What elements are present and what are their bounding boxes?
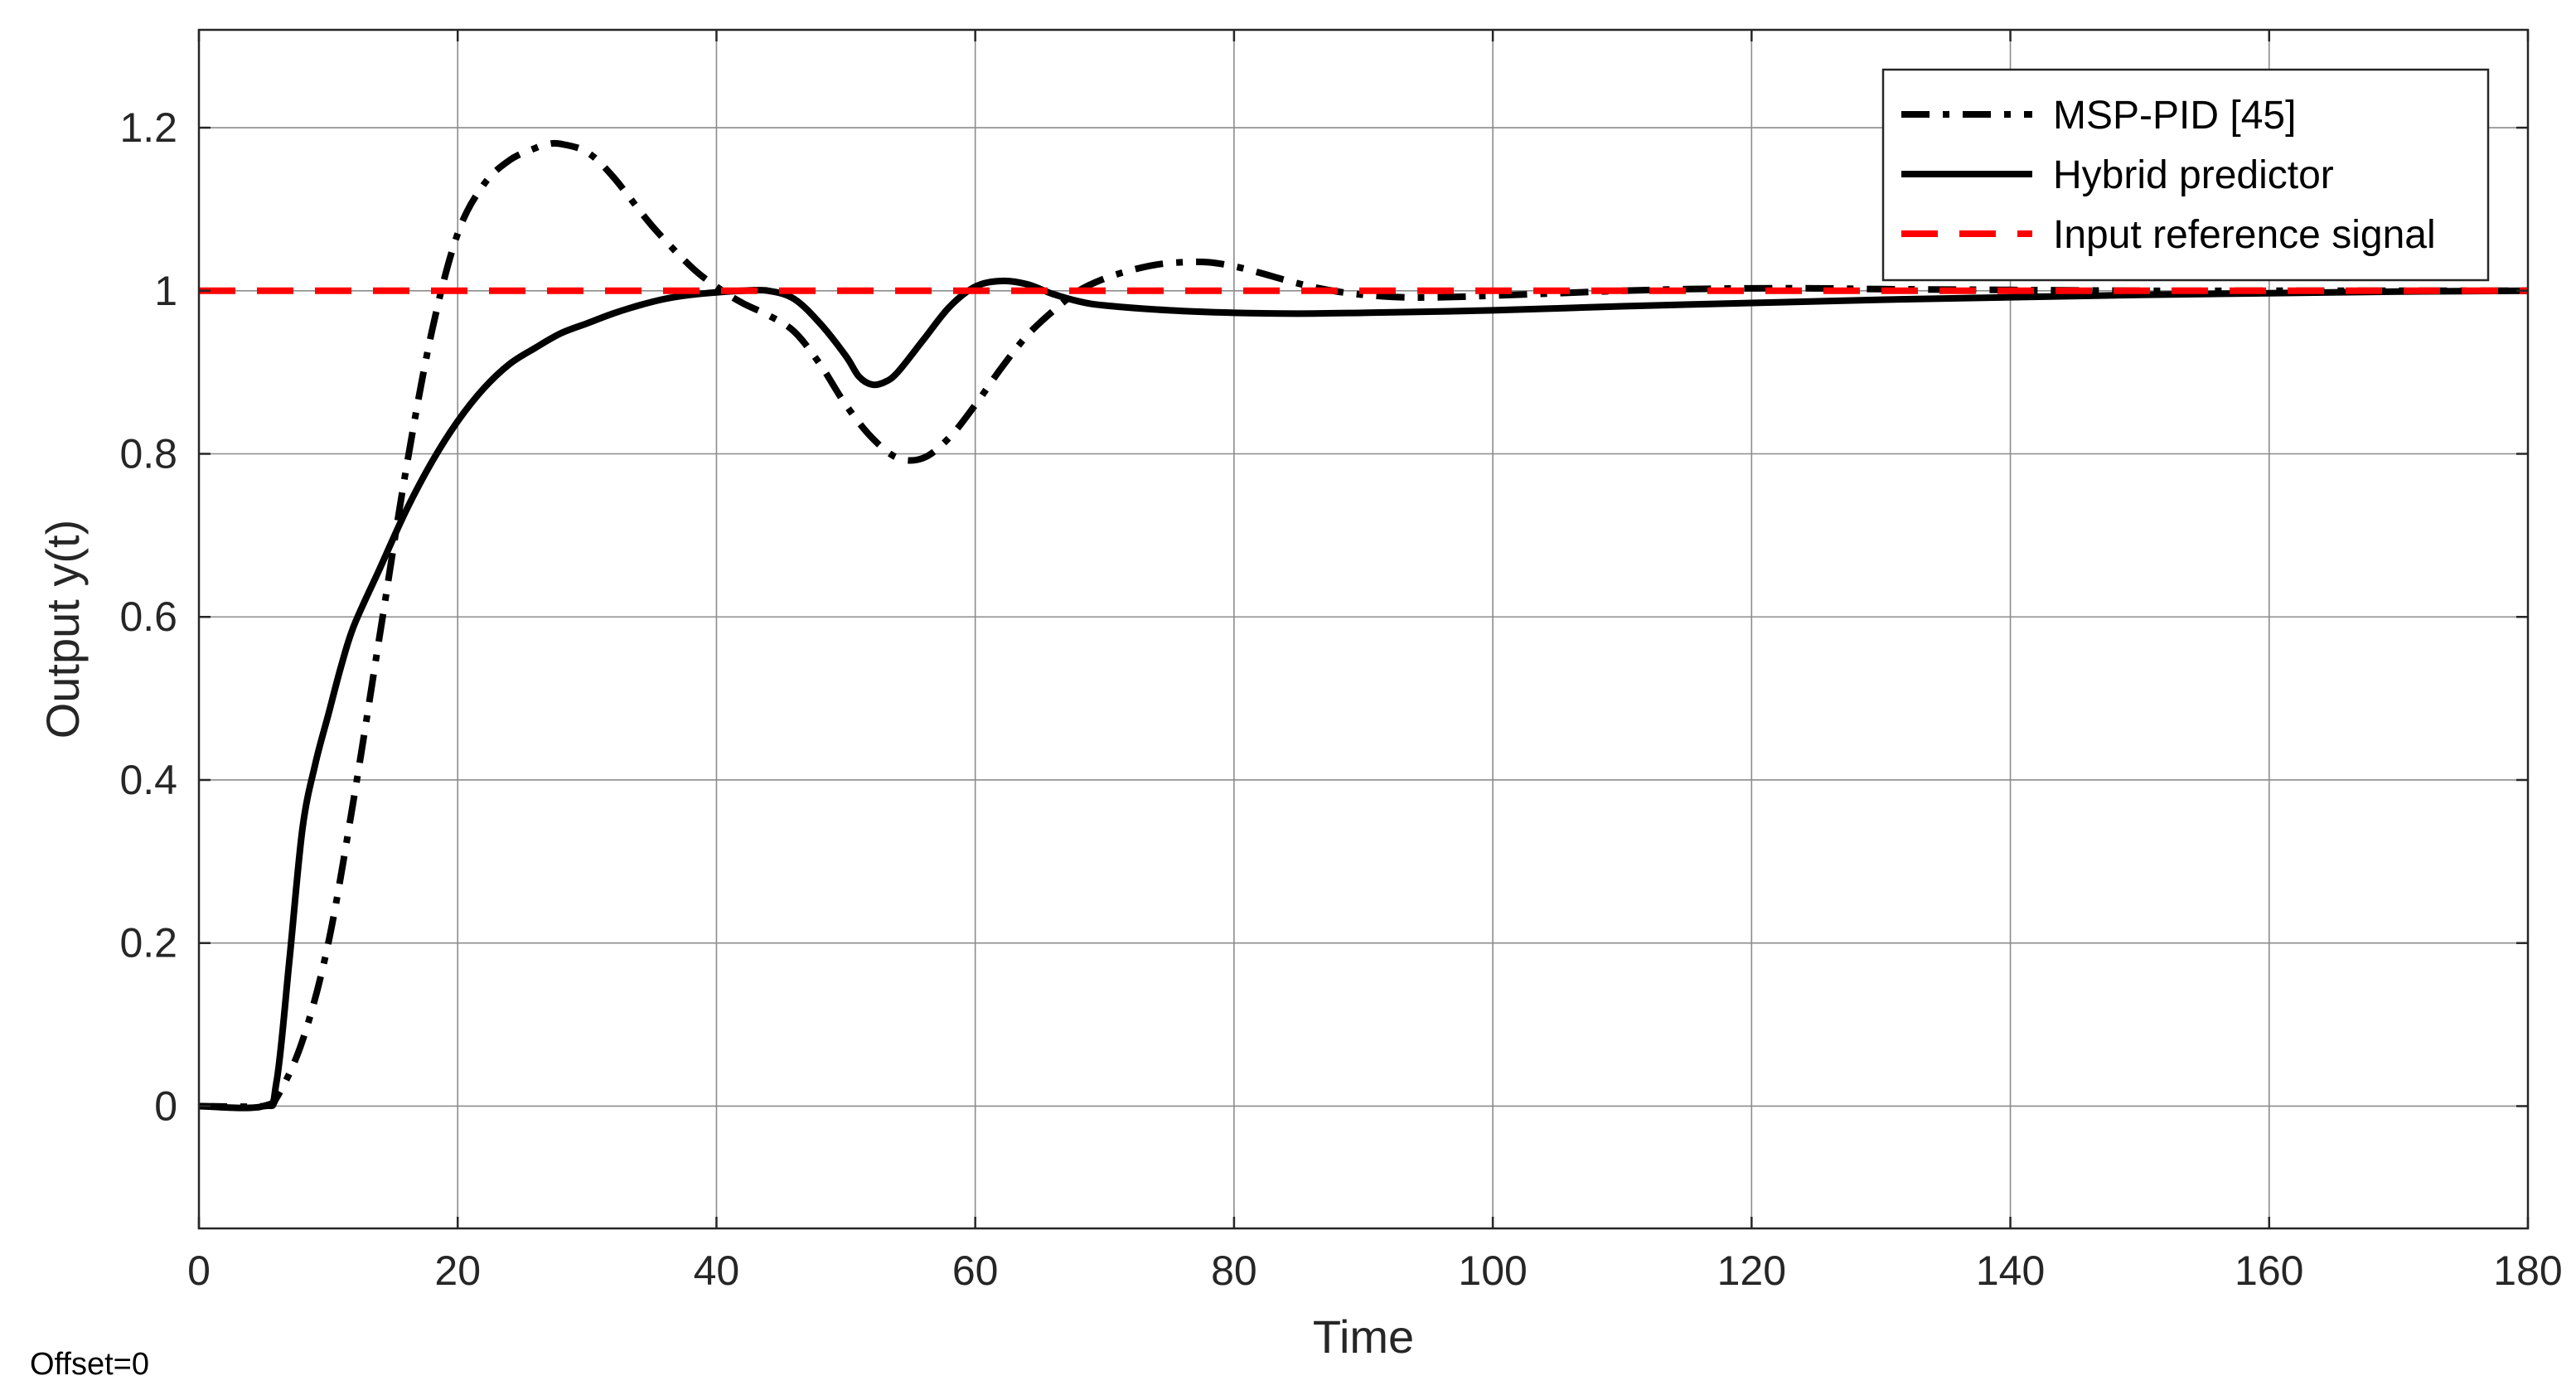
y-axis-label: Output y(t): [36, 520, 89, 739]
y-tick-label: 0.6: [119, 593, 177, 640]
y-tick-label: 0.4: [119, 757, 177, 803]
y-tick-label: 0: [154, 1083, 177, 1129]
series-line-0: [198, 139, 2528, 1111]
x-tick-label: 40: [694, 1247, 740, 1294]
x-tick-label: 180: [2493, 1247, 2562, 1294]
tick-labels: 0 20 40 60 80 100 120 140 160 180 0 0.2 0.4 0.6 0.8 1 1.…: [119, 30, 2563, 1294]
x-tick-label: 80: [1211, 1247, 1257, 1294]
x-tick-label: 140: [1976, 1247, 2045, 1294]
series-layer: [198, 139, 2529, 1112]
x-tick-label: 160: [2235, 1247, 2303, 1294]
offset-label: Offset=0: [30, 1347, 150, 1382]
x-tick-label: 20: [434, 1247, 481, 1294]
legend-label-2: Input reference signal: [2053, 213, 2436, 257]
x-tick-label: 0: [187, 1247, 211, 1294]
y-tick-label: 0.8: [119, 431, 177, 477]
x-tick-label: 100: [1458, 1247, 1527, 1294]
y-tick-label: 0.2: [119, 920, 177, 966]
x-tick-label: 120: [1717, 1247, 1786, 1294]
legend-label-0: MSP-PID [45]: [2053, 94, 2296, 138]
plot-frame: [197, 28, 2530, 1230]
y-tick-label: 1: [154, 268, 177, 314]
x-tick-label: 60: [952, 1247, 999, 1294]
y-tick-label: 1.2: [119, 104, 177, 151]
legend: MSP-PID [45] Hybrid predictor Input refere…: [1881, 68, 2490, 282]
x-axis-label: Time: [1313, 1310, 1414, 1363]
series-line-1: [198, 277, 2529, 1112]
legend-label-1: Hybrid predictor: [2053, 153, 2334, 197]
